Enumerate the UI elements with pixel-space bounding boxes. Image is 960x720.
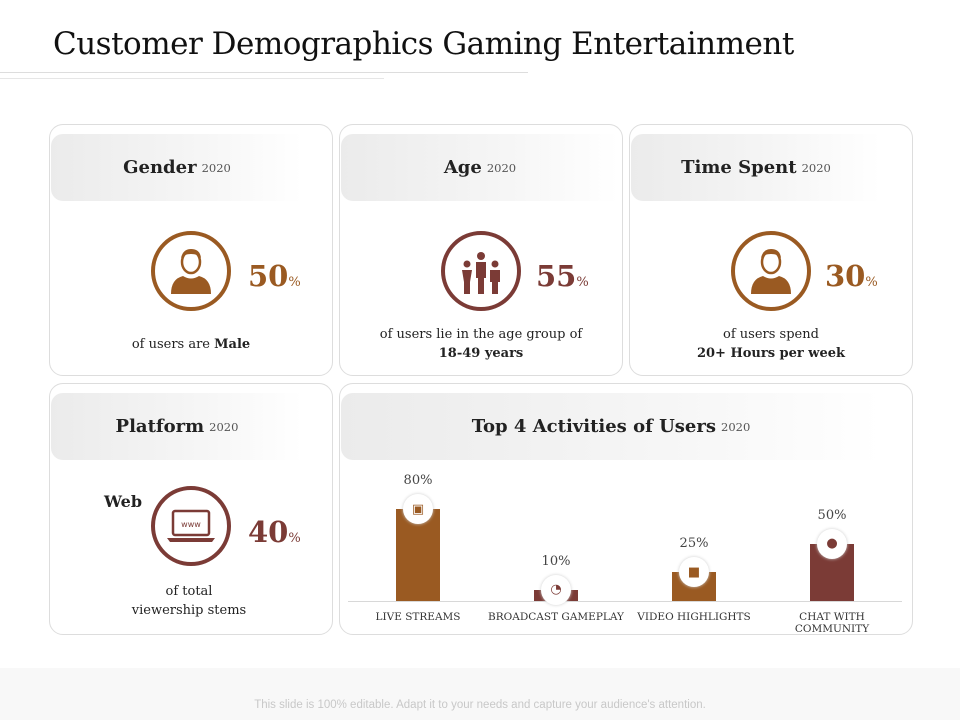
- card-header: Platform 2020: [51, 393, 303, 460]
- card-year: 2020: [801, 160, 831, 175]
- page-title: Customer Demographics Gaming Entertainme…: [53, 26, 794, 62]
- platform-card: Platform 2020 Web www 40% of total viewers…: [49, 383, 333, 635]
- gender-percent: 50%: [248, 259, 301, 293]
- chart-title: Top 4 Activities of Users: [471, 416, 716, 437]
- male-user-icon: [151, 231, 231, 311]
- divider: [0, 78, 384, 79]
- card-year: 2020: [209, 419, 239, 434]
- age-description: of users lie in the age group of 18-49 ye…: [379, 327, 583, 361]
- gender-description: of users are Male: [131, 337, 251, 352]
- data-label: 80%: [403, 473, 433, 488]
- card-header: Age 2020: [341, 134, 619, 201]
- category-label: BROADCAST GAMEPLAY: [488, 611, 624, 623]
- divider: [0, 72, 528, 73]
- category-label: VIDEO HIGHLIGHTS: [637, 611, 751, 623]
- category-label: CHAT WITH COMMUNITY: [794, 611, 870, 635]
- footer-band: [0, 668, 960, 720]
- satellite-dish-icon: ◔: [541, 574, 571, 605]
- card-year: 2020: [486, 160, 517, 175]
- platform-tag: Web: [104, 492, 143, 511]
- card-year: 2020: [201, 160, 231, 175]
- platform-percent: 40%: [248, 515, 301, 549]
- platform-description: of total viewership stems: [131, 584, 247, 618]
- card-title: Time Spent: [681, 157, 797, 178]
- chart-baseline: [348, 601, 902, 602]
- time-spent-description: of users spend 20+ Hours per week: [696, 327, 846, 361]
- age-percent: 55%: [536, 259, 589, 293]
- card-title: Gender: [123, 157, 197, 178]
- gender-card: Gender 2020 50% of users are Male: [49, 124, 333, 376]
- card-title: Platform: [115, 416, 205, 437]
- data-label: 50%: [817, 507, 847, 523]
- card-title: Age: [443, 157, 482, 178]
- footer-text: This slide is 100% editable. Adapt it to…: [254, 699, 706, 711]
- chart-year: 2020: [721, 419, 751, 434]
- data-label: 25%: [679, 536, 709, 552]
- chat-bubble-icon: ●: [817, 528, 847, 559]
- card-header: Time Spent 2020: [631, 134, 881, 201]
- laptop-www-icon: www: [151, 486, 231, 566]
- card-header: Gender 2020: [51, 134, 303, 201]
- family-icon: [441, 231, 521, 311]
- bar: [396, 509, 440, 601]
- age-card: Age 2020 55% of users lie in the age grou…: [339, 124, 623, 376]
- card-header: Top 4 Activities of Users 2020: [341, 393, 881, 460]
- time-spent-percent: 30%: [825, 259, 878, 293]
- category-label: LIVE STREAMS: [375, 611, 461, 623]
- male-user-icon: [731, 231, 811, 311]
- video-camera-icon: ■: [679, 557, 709, 588]
- tv-stream-icon: ▣: [403, 494, 433, 524]
- time-spent-card: Time Spent 2020 30% of users spend 20+ Hou…: [629, 124, 913, 376]
- svg-text:www: www: [181, 520, 201, 529]
- data-label: 10%: [541, 553, 571, 569]
